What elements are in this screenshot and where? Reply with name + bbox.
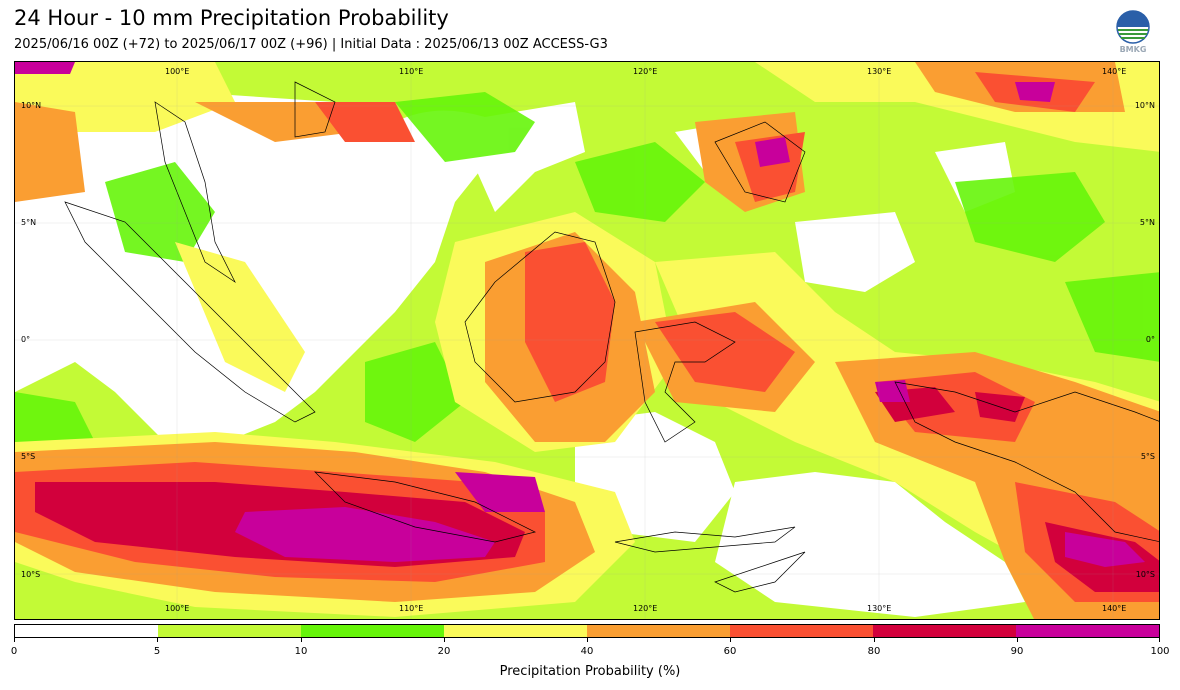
lat-label-left: 0° <box>21 335 31 344</box>
lon-label-bottom: 110°E <box>399 604 424 613</box>
lat-label-right: 5°N <box>1139 218 1155 227</box>
colorbar-segment <box>158 625 301 637</box>
colorbar-segment <box>15 625 158 637</box>
colorbar-segment <box>444 625 587 637</box>
colorbar-tick <box>14 638 15 642</box>
colorbar-tick-label: 100 <box>1150 646 1170 657</box>
lon-label-top: 100°E <box>165 67 190 76</box>
colorbar-tick <box>874 638 875 642</box>
colorbar-label: Precipitation Probability (%) <box>499 664 681 679</box>
lat-label-right: 10°N <box>1134 101 1155 110</box>
colorbar-tick-label: 40 <box>580 646 594 657</box>
logo-text: BMKG <box>1119 45 1147 54</box>
colorbar-segment <box>301 625 444 637</box>
colorbar-ticks: 0 5 10 20 40 60 80 90 100 <box>10 638 1170 658</box>
lon-label-bottom: 120°E <box>633 604 658 613</box>
lat-label-right: 10°S <box>1135 570 1155 579</box>
colorbar-tick-label: 5 <box>153 646 161 657</box>
precipitation-map: 100°E 110°E 120°E 130°E 140°E 100°E 110°… <box>14 61 1160 620</box>
colorbar-tick <box>730 638 731 642</box>
lon-label-bottom: 100°E <box>165 604 190 613</box>
lon-label-top: 130°E <box>867 67 892 76</box>
lat-label-left: 10°S <box>21 570 41 579</box>
colorbar-tick-label: 10 <box>294 646 308 657</box>
colorbar-tick <box>1017 638 1018 642</box>
colorbar-segment <box>730 625 873 637</box>
lat-label-right: 0° <box>1145 335 1155 344</box>
bmkg-logo: BMKG <box>1114 10 1152 56</box>
colorbar-tick-label: 90 <box>1010 646 1024 657</box>
extreme-band <box>15 62 1145 567</box>
lat-label-left: 10°N <box>21 101 42 110</box>
colorbar-segment <box>587 625 730 637</box>
colorbar-tick-label: 20 <box>437 646 451 657</box>
colorbar-segment <box>1016 625 1159 637</box>
colorbar-tick-label: 0 <box>10 646 18 657</box>
colorbar-tick <box>301 638 302 642</box>
lon-label-top: 120°E <box>633 67 658 76</box>
colorbar-tick <box>1159 638 1160 642</box>
colorbar-tick <box>157 638 158 642</box>
colorbar-tick-label: 60 <box>723 646 737 657</box>
coastlines <box>64 81 1159 593</box>
lon-label-bottom: 130°E <box>867 604 892 613</box>
colorbar-tick <box>444 638 445 642</box>
colorbar-tick-label: 80 <box>867 646 881 657</box>
chart-title: 24 Hour - 10 mm Precipitation Probabilit… <box>14 6 449 30</box>
colorbar-tick <box>587 638 588 642</box>
colorbar-segment <box>873 625 1016 637</box>
graticule <box>15 62 1159 619</box>
lon-label-top: 110°E <box>399 67 424 76</box>
chart-subtitle: 2025/06/16 00Z (+72) to 2025/06/17 00Z (… <box>14 37 608 52</box>
colorbar <box>14 624 1160 638</box>
lat-label-right: 5°S <box>1140 452 1155 461</box>
lat-label-left: 5°N <box>21 218 37 227</box>
low-band <box>15 92 1159 462</box>
lat-label-left: 5°S <box>21 452 36 461</box>
lon-label-bottom: 140°E <box>1102 604 1127 613</box>
lon-label-top: 140°E <box>1102 67 1127 76</box>
map-canvas <box>15 62 1159 619</box>
